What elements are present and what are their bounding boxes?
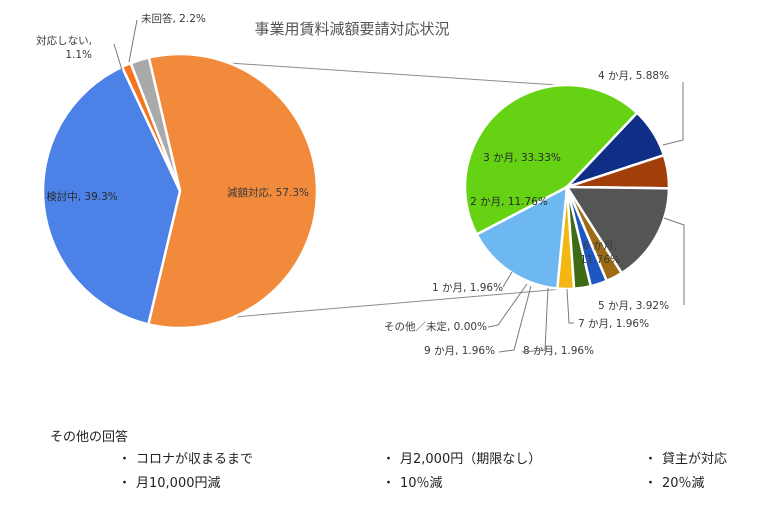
slice-label: 4 か月, 5.88% (598, 70, 669, 82)
note-item: ・ 10％減 (382, 472, 443, 491)
slice-label: 減額対応, 57.3% (227, 186, 309, 199)
bullet: ・ (382, 476, 396, 491)
slice-label: 2 か月, 11.76% (470, 196, 548, 208)
main-slice-0 (146, 52, 319, 330)
main-pie (41, 52, 319, 330)
note-item: ・コロナが収まるまで (118, 448, 253, 467)
label-leader-line (113, 43, 123, 71)
breakdown-slice-2 (463, 83, 639, 237)
main-slice-3 (129, 56, 182, 192)
slice-label: 対応しない, 1.1% (36, 34, 92, 61)
note-text: 月2,000円（期限なし） (400, 452, 542, 467)
slice-label: 7 か月, 1.96% (578, 318, 649, 330)
breakdown-slice-5 (564, 185, 671, 275)
slice-label: 3 か月, 33.33% (483, 152, 561, 164)
slice-label: 未回答, 2.2% (141, 12, 206, 25)
label-leader-line (502, 271, 513, 288)
slice-label: 1 か月, 1.96% (432, 282, 503, 294)
slice-label: 9 か月, 1.96% (424, 345, 495, 357)
note-text: 貸主が対応 (662, 452, 728, 467)
slice-labels: 減額対応, 57.3% 検討中, 39.3% 対応しない, 1.1% 未回答, 2.2%… (36, 12, 685, 357)
label-leader-line (662, 82, 684, 146)
breakdown-slice-1 (474, 184, 569, 290)
slice-label: その他／未定, 0.00% (384, 320, 487, 333)
breakdown-slice-8 (565, 186, 593, 291)
other-answers-section: その他の回答 ・コロナが収まるまで ・月2,000円（期限なし） ・貸主が対応 … (0, 420, 762, 511)
note-text: 10％減 (400, 476, 443, 491)
note-text: コロナが収まるまで (136, 452, 254, 467)
breakdown-pie (463, 83, 671, 291)
label-leader-line (128, 19, 138, 63)
label-leader-line (566, 288, 574, 324)
bullet: ・ (644, 452, 658, 467)
label-leader-line (498, 285, 532, 353)
bullet: ・ (118, 452, 132, 467)
note-text: 20％減 (662, 476, 705, 491)
pie-chart-area: 事業用賃料減額要請対応状況 減額対応, 57.3% 検討中, 39.3% 対応しない… (36, 12, 685, 357)
label-leader-line (487, 283, 528, 328)
slice-label: 8 か月, 1.96% (523, 345, 594, 357)
slice-label: 検討中, 39.3% (46, 190, 118, 203)
label-leader-line (663, 217, 685, 305)
bullet: ・ (382, 452, 396, 467)
chart-title: 事業用賃料減額要請対応状況 (254, 20, 449, 38)
main-slice-1 (41, 65, 182, 326)
note-item: ・月2,000円（期限なし） (382, 448, 541, 467)
slice-label: 6 か月, 11.76% (580, 240, 620, 266)
slice-label: 5 か月, 3.92% (598, 300, 669, 312)
note-item: ・月10,000円減 (118, 472, 221, 491)
note-text: 月10,000円減 (136, 476, 221, 491)
note-item: ・ 20％減 (644, 472, 705, 491)
bullet: ・ (644, 476, 658, 491)
note-item: ・貸主が対応 (644, 448, 727, 467)
label-leader-line (521, 287, 549, 353)
bullet: ・ (118, 476, 132, 491)
other-answers-heading: その他の回答 (50, 430, 129, 445)
